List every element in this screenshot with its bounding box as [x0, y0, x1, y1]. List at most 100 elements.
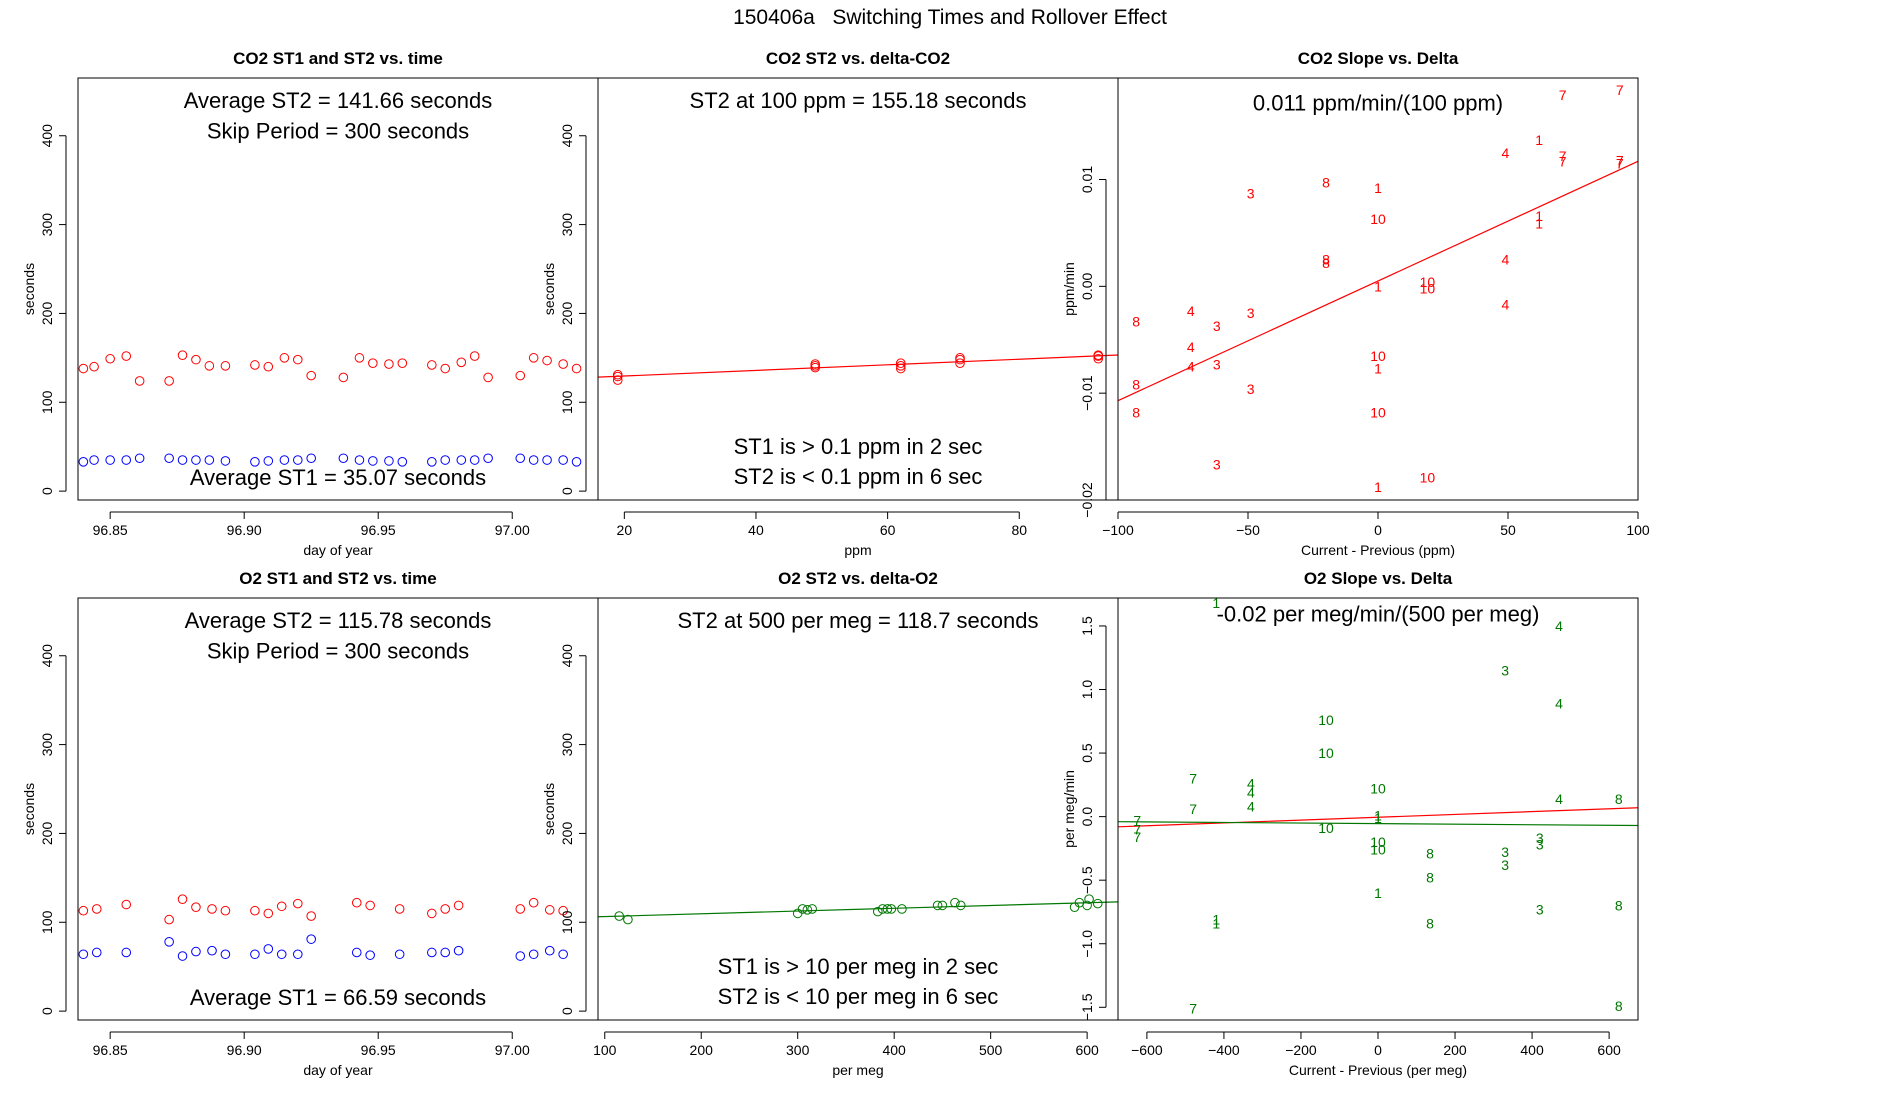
- data-label: 10: [1370, 842, 1386, 858]
- data-label: 3: [1247, 381, 1255, 397]
- x-tick-label: 600: [1597, 1042, 1621, 1058]
- data-point-st2: [338, 372, 349, 383]
- data-label: 7: [1559, 153, 1567, 169]
- data-point-st1: [515, 453, 526, 464]
- data-label: 1: [1374, 479, 1382, 495]
- data-point-st1: [338, 453, 349, 464]
- data-point-st2: [897, 904, 907, 914]
- data-label: 1: [1374, 810, 1382, 826]
- annotation: ST1 is > 0.1 ppm in 2 sec: [734, 434, 983, 459]
- y-tick-label: −1.0: [1079, 930, 1095, 958]
- x-tick-label: 300: [786, 1042, 810, 1058]
- data-label: 3: [1501, 857, 1509, 873]
- data-point-st2: [276, 901, 287, 912]
- data-label: 1: [1212, 915, 1220, 931]
- data-point-st2: [469, 351, 480, 361]
- fit-line: [598, 354, 1118, 378]
- data-point-st2: [427, 908, 437, 919]
- data-label: 10: [1420, 280, 1436, 296]
- y-tick-label: 300: [559, 733, 575, 757]
- y-tick-label: 400: [39, 124, 55, 148]
- data-point-st1: [571, 456, 582, 467]
- data-point-st2: [955, 358, 965, 368]
- data-label: 4: [1247, 798, 1255, 814]
- data-point-st2: [220, 905, 231, 916]
- data-label: 3: [1536, 830, 1544, 846]
- data-point-st2: [191, 902, 201, 912]
- data-label: 7: [1189, 770, 1197, 786]
- data-point-st1: [279, 455, 290, 465]
- data-point-st1: [250, 949, 260, 960]
- data-label: 8: [1426, 870, 1434, 886]
- data-label: 4: [1502, 145, 1510, 161]
- data-label: 8: [1132, 404, 1140, 420]
- data-point-st2: [263, 361, 274, 372]
- annotation: Skip Period = 300 seconds: [207, 638, 469, 663]
- data-point-st2: [306, 911, 316, 921]
- data-point-st1: [456, 455, 467, 465]
- data-point-st1: [469, 455, 480, 465]
- x-tick-label: 0: [1374, 1042, 1382, 1058]
- data-point-st2: [571, 363, 582, 374]
- data-point-st2: [456, 357, 467, 368]
- data-point-st1: [292, 455, 303, 465]
- data-point-st1: [368, 456, 378, 466]
- chart-title: O2 ST2 vs. delta-O2: [778, 569, 938, 588]
- data-point-st2: [807, 904, 817, 914]
- data-label: 8: [1426, 915, 1434, 931]
- x-tick-label: 50: [1500, 522, 1516, 538]
- data-point-st2: [558, 905, 568, 916]
- data-label: 4: [1187, 358, 1195, 374]
- data-point-st2: [542, 355, 552, 366]
- data-label: 7: [1616, 152, 1624, 168]
- x-axis-label: day of year: [303, 1062, 373, 1078]
- data-point-st1: [384, 456, 394, 466]
- data-label: 10: [1420, 470, 1436, 486]
- data-point-st2: [558, 359, 568, 369]
- y-tick-label: 100: [559, 910, 575, 934]
- y-tick-label: 200: [559, 302, 575, 326]
- data-label: 1: [1212, 912, 1220, 928]
- data-point-st2: [810, 359, 821, 369]
- data-label: 1: [1374, 885, 1382, 901]
- data-point-st2: [89, 361, 99, 372]
- data-point-st2: [1093, 350, 1104, 360]
- data-point-st2: [886, 904, 897, 914]
- y-tick-label: 0: [559, 1007, 575, 1015]
- data-point-st2: [351, 897, 362, 908]
- data-point-st2: [220, 361, 231, 371]
- y-tick-label: 100: [39, 390, 55, 414]
- data-point-st1: [440, 455, 451, 465]
- chart-title: O2 Slope vs. Delta: [1304, 569, 1453, 588]
- data-point-st1: [89, 455, 99, 465]
- y-axis-label: ppm/min: [1061, 262, 1077, 316]
- data-point-st2: [1082, 900, 1092, 911]
- data-point-st2: [384, 359, 394, 369]
- data-point-st2: [937, 900, 948, 911]
- x-tick-label: 400: [882, 1042, 906, 1058]
- data-point-st2: [612, 369, 623, 380]
- chart-co2-slope: CO2 Slope vs. Delta888444333333888110101…: [1061, 49, 1650, 558]
- x-tick-label: 100: [593, 1042, 617, 1058]
- data-point-st1: [164, 453, 174, 464]
- x-tick-label: 97.00: [495, 522, 530, 538]
- x-axis-label: Current - Previous (per meg): [1289, 1062, 1467, 1078]
- data-label: 3: [1247, 305, 1255, 321]
- annotation: ST2 at 100 ppm = 155.18 seconds: [690, 88, 1027, 113]
- data-label: 7: [1189, 801, 1197, 817]
- y-tick-label: 0.5: [1079, 743, 1095, 763]
- x-tick-label: −200: [1285, 1042, 1317, 1058]
- data-label: 4: [1555, 791, 1563, 807]
- data-point-st1: [483, 453, 493, 464]
- data-point-st2: [177, 350, 188, 360]
- data-label: 7: [1559, 148, 1567, 164]
- data-label: 1: [1212, 595, 1220, 611]
- data-point-st1: [558, 455, 568, 465]
- data-point-st1: [263, 944, 274, 954]
- data-label: 4: [1555, 696, 1563, 712]
- x-tick-label: 200: [690, 1042, 714, 1058]
- data-point-st1: [558, 949, 568, 960]
- y-tick-label: 0.0: [1079, 807, 1095, 827]
- data-point-st1: [542, 455, 552, 465]
